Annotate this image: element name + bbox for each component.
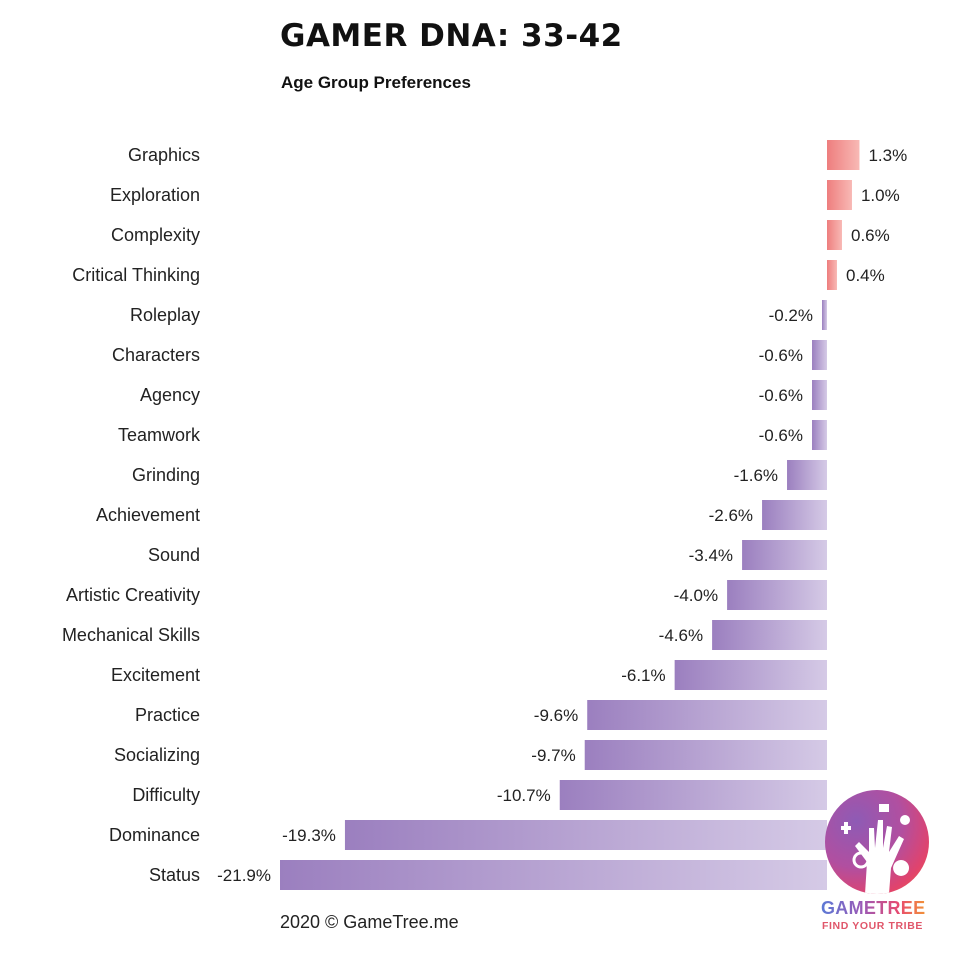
bar — [712, 620, 827, 650]
bar — [812, 420, 827, 450]
value-label: -0.2% — [769, 306, 813, 325]
bar — [674, 660, 827, 690]
hand-tree-icon — [841, 804, 910, 894]
logo-wordmark: GAMETREE — [821, 898, 926, 918]
bar — [827, 220, 842, 250]
category-label: Excitement — [111, 665, 200, 685]
category-label: Agency — [140, 385, 200, 405]
bar — [559, 780, 827, 810]
category-label: Sound — [148, 545, 200, 565]
category-label: Roleplay — [130, 305, 200, 325]
bar — [742, 540, 827, 570]
bar — [727, 580, 827, 610]
logo-badge — [825, 790, 929, 894]
bar — [787, 460, 827, 490]
value-label: -21.9% — [217, 866, 271, 885]
bar — [822, 300, 827, 330]
category-label: Practice — [135, 705, 200, 725]
bar — [587, 700, 827, 730]
value-label: -3.4% — [689, 546, 733, 565]
category-label: Characters — [112, 345, 200, 365]
bar — [812, 340, 827, 370]
logo-tagline: FIND YOUR TRIBE — [822, 920, 923, 932]
value-label: -9.7% — [531, 746, 575, 765]
bar — [827, 260, 837, 290]
value-label: 1.3% — [868, 146, 907, 165]
category-label: Grinding — [132, 465, 200, 485]
value-label: -9.6% — [534, 706, 578, 725]
bar — [812, 380, 827, 410]
value-label: 0.4% — [846, 266, 885, 285]
value-label: -0.6% — [759, 426, 803, 445]
copyright-footer: 2020 © GameTree.me — [280, 912, 459, 932]
bar — [827, 140, 860, 170]
bar — [344, 820, 827, 850]
category-label: Critical Thinking — [72, 265, 200, 285]
category-label: Mechanical Skills — [62, 625, 200, 645]
value-label: -19.3% — [282, 826, 336, 845]
bar — [584, 740, 827, 770]
value-label: -0.6% — [759, 386, 803, 405]
value-label: -0.6% — [759, 346, 803, 365]
category-label: Socializing — [114, 745, 200, 765]
bars-group: Graphics 1.3% Exploration 1.0% Complexity 0.6… — [62, 140, 907, 890]
category-label: Difficulty — [132, 785, 200, 805]
value-label: -6.1% — [621, 666, 665, 685]
value-label: 1.0% — [861, 186, 900, 205]
category-label: Exploration — [110, 185, 200, 205]
bar — [280, 860, 827, 890]
category-label: Complexity — [111, 225, 200, 245]
value-label: -10.7% — [497, 786, 551, 805]
bar — [762, 500, 827, 530]
value-label: -4.6% — [659, 626, 703, 645]
value-label: -1.6% — [734, 466, 778, 485]
category-label: Artistic Creativity — [66, 585, 200, 605]
category-label: Graphics — [128, 145, 200, 165]
value-label: 0.6% — [851, 226, 890, 245]
gametree-logo[interactable]: GAMETREE FIND YOUR TRIBE — [818, 790, 936, 940]
value-label: -4.0% — [674, 586, 718, 605]
value-label: -2.6% — [709, 506, 753, 525]
category-label: Dominance — [109, 825, 200, 845]
bar — [827, 180, 852, 210]
chart-subtitle: Age Group Preferences — [281, 73, 471, 92]
category-label: Achievement — [96, 505, 200, 525]
category-label: Status — [149, 865, 200, 885]
chart-title: GAMER DNA: 33-42 — [280, 18, 623, 54]
category-label: Teamwork — [118, 425, 201, 445]
